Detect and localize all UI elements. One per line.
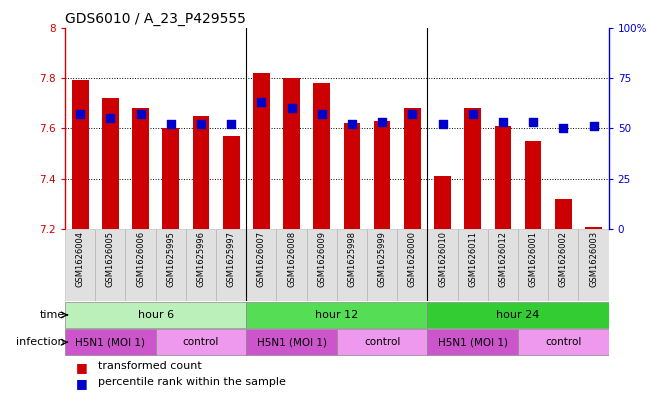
- Bar: [95, 229, 126, 301]
- Text: GSM1625996: GSM1625996: [197, 231, 206, 287]
- Point: [256, 99, 267, 105]
- Bar: [458, 229, 488, 301]
- Bar: [495, 126, 511, 229]
- Bar: [518, 229, 548, 301]
- Bar: [428, 229, 458, 301]
- Text: time: time: [39, 310, 64, 320]
- Text: control: control: [364, 337, 400, 347]
- Point: [437, 121, 448, 127]
- Bar: [163, 129, 179, 229]
- Point: [589, 123, 599, 129]
- Bar: [404, 108, 421, 229]
- Text: GSM1626009: GSM1626009: [317, 231, 326, 287]
- Text: hour 12: hour 12: [315, 310, 359, 320]
- Point: [196, 121, 206, 127]
- Bar: [246, 229, 277, 301]
- Bar: [253, 73, 270, 229]
- Text: H5N1 (MOI 1): H5N1 (MOI 1): [76, 337, 145, 347]
- Point: [135, 111, 146, 118]
- Bar: [434, 176, 451, 229]
- Bar: [464, 108, 481, 229]
- Text: GSM1626010: GSM1626010: [438, 231, 447, 287]
- Text: ■: ■: [76, 361, 88, 374]
- Bar: [548, 229, 579, 301]
- Bar: [156, 229, 186, 301]
- FancyBboxPatch shape: [428, 329, 518, 355]
- Bar: [126, 229, 156, 301]
- Point: [105, 115, 116, 121]
- Point: [75, 111, 85, 118]
- Bar: [132, 108, 149, 229]
- Text: hour 6: hour 6: [137, 310, 174, 320]
- Text: GSM1626001: GSM1626001: [529, 231, 538, 287]
- Text: GSM1626012: GSM1626012: [499, 231, 508, 287]
- Point: [467, 111, 478, 118]
- Text: GSM1626002: GSM1626002: [559, 231, 568, 287]
- Point: [528, 119, 538, 125]
- Bar: [344, 123, 360, 229]
- Text: H5N1 (MOI 1): H5N1 (MOI 1): [437, 337, 508, 347]
- Text: infection: infection: [16, 337, 64, 347]
- Bar: [283, 78, 300, 229]
- FancyBboxPatch shape: [65, 302, 246, 328]
- Point: [226, 121, 236, 127]
- Text: GSM1626004: GSM1626004: [76, 231, 85, 287]
- FancyBboxPatch shape: [65, 329, 156, 355]
- Text: GSM1625997: GSM1625997: [227, 231, 236, 287]
- Text: control: control: [545, 337, 581, 347]
- Bar: [223, 136, 240, 229]
- Bar: [314, 83, 330, 229]
- Text: hour 24: hour 24: [497, 310, 540, 320]
- Text: GSM1625999: GSM1625999: [378, 231, 387, 287]
- Bar: [102, 98, 118, 229]
- Text: GSM1626006: GSM1626006: [136, 231, 145, 287]
- Text: GSM1626000: GSM1626000: [408, 231, 417, 287]
- Bar: [193, 116, 210, 229]
- Point: [498, 119, 508, 125]
- Point: [316, 111, 327, 118]
- Text: GSM1626005: GSM1626005: [106, 231, 115, 287]
- Text: GSM1625995: GSM1625995: [166, 231, 175, 287]
- FancyBboxPatch shape: [337, 329, 428, 355]
- Text: transformed count: transformed count: [98, 361, 201, 371]
- FancyBboxPatch shape: [246, 329, 337, 355]
- Bar: [525, 141, 542, 229]
- Bar: [216, 229, 246, 301]
- Bar: [277, 229, 307, 301]
- Bar: [65, 229, 95, 301]
- FancyBboxPatch shape: [246, 302, 428, 328]
- Point: [347, 121, 357, 127]
- Point: [286, 105, 297, 111]
- Bar: [374, 121, 391, 229]
- Text: GSM1626007: GSM1626007: [257, 231, 266, 287]
- Bar: [555, 199, 572, 229]
- Bar: [307, 229, 337, 301]
- Text: percentile rank within the sample: percentile rank within the sample: [98, 377, 286, 387]
- Bar: [72, 81, 89, 229]
- Text: GSM1626011: GSM1626011: [468, 231, 477, 287]
- Point: [377, 119, 387, 125]
- Text: GSM1626003: GSM1626003: [589, 231, 598, 287]
- Point: [558, 125, 568, 132]
- Point: [407, 111, 417, 118]
- Text: H5N1 (MOI 1): H5N1 (MOI 1): [256, 337, 327, 347]
- Bar: [579, 229, 609, 301]
- Bar: [367, 229, 397, 301]
- Text: control: control: [183, 337, 219, 347]
- Text: GSM1625998: GSM1625998: [348, 231, 357, 287]
- Bar: [186, 229, 216, 301]
- Text: GSM1626008: GSM1626008: [287, 231, 296, 287]
- Text: ■: ■: [76, 377, 88, 391]
- Bar: [488, 229, 518, 301]
- Point: [165, 121, 176, 127]
- FancyBboxPatch shape: [156, 329, 246, 355]
- Bar: [337, 229, 367, 301]
- FancyBboxPatch shape: [518, 329, 609, 355]
- Text: GDS6010 / A_23_P429555: GDS6010 / A_23_P429555: [65, 13, 246, 26]
- FancyBboxPatch shape: [428, 302, 609, 328]
- Bar: [397, 229, 428, 301]
- Bar: [585, 227, 602, 229]
